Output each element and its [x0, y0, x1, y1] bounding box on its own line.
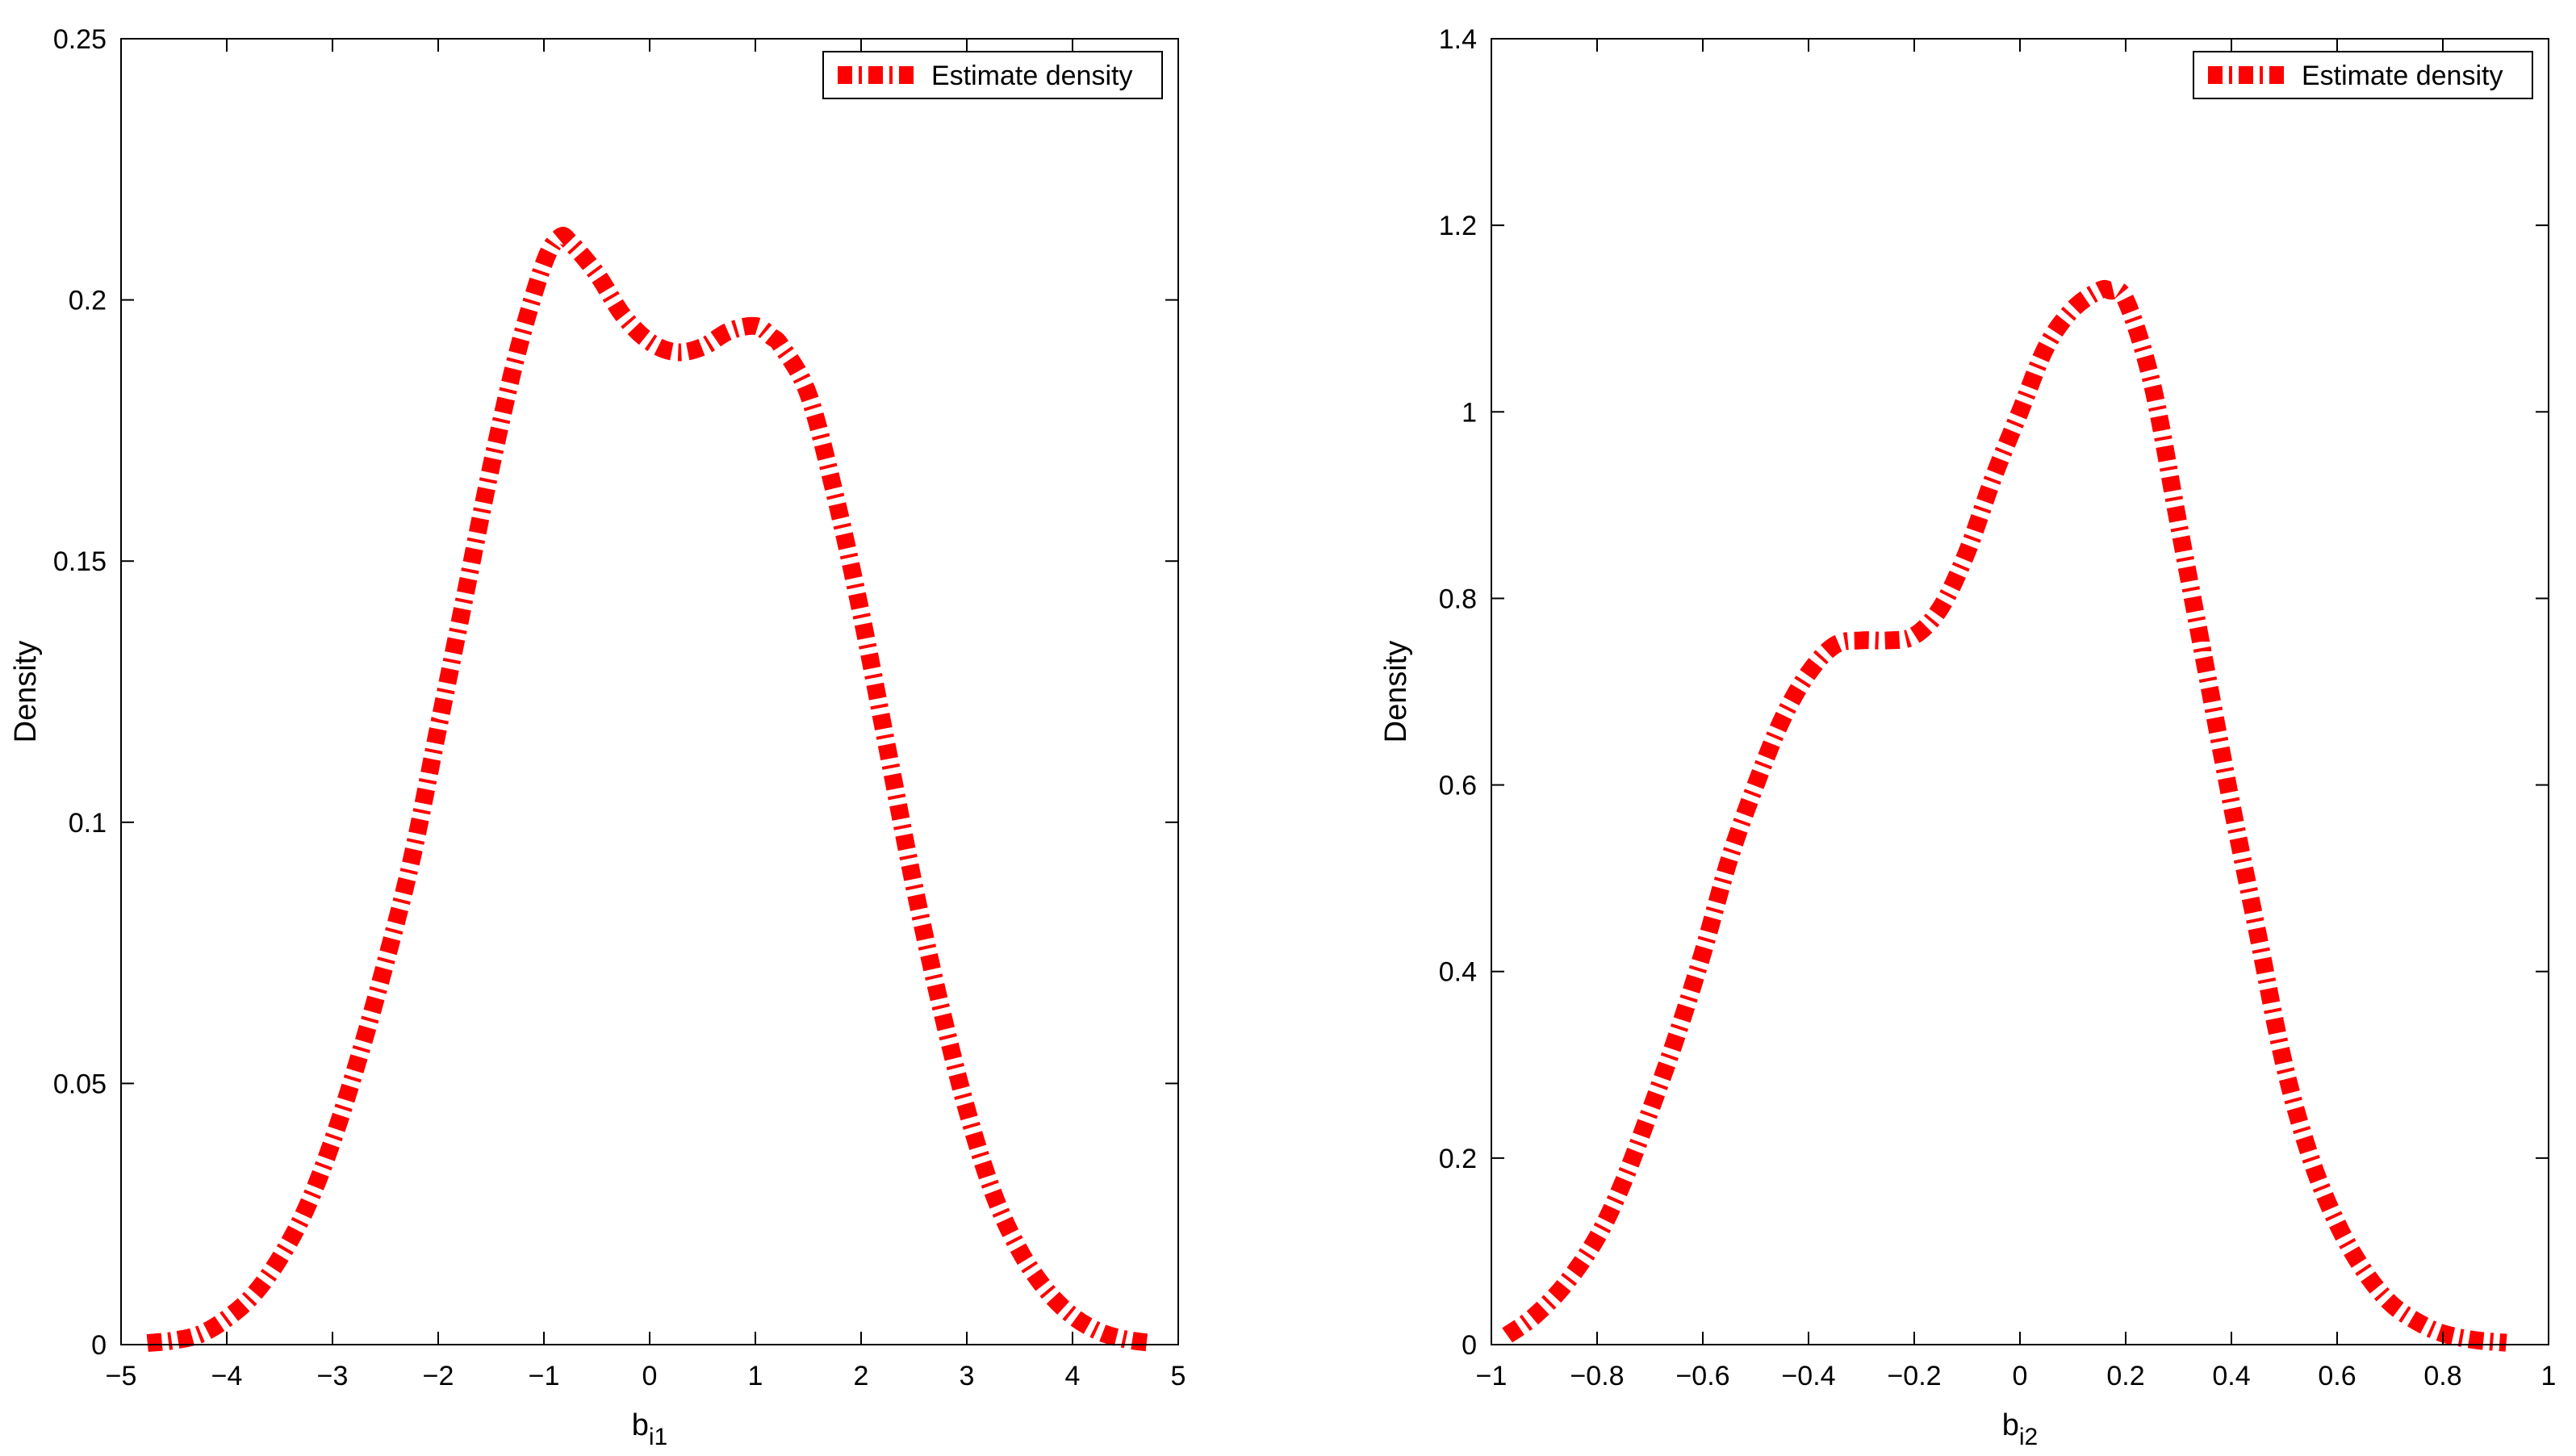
chart-panel-1: −5 −4 −3 −2 −1 0 1 2 3 4 5 0 0.05 0.1 0.15 0.2 0.25 bi1 De…: [9, 24, 1186, 1450]
x-tick-label: 0.6: [2318, 1361, 2356, 1391]
legend: Estimate density: [2193, 51, 2533, 99]
y-tick-label: 0.6: [1439, 771, 1477, 801]
x-tick-label: 4: [1065, 1361, 1081, 1391]
x-tick-label: 0.2: [2106, 1361, 2144, 1391]
y-tick-label: 0.25: [53, 24, 107, 55]
y-tick-label: 0.4: [1439, 957, 1477, 988]
y-tick-label: 0.15: [53, 546, 107, 577]
x-tick-label: 0: [642, 1361, 658, 1391]
x-tick-label: 0.4: [2212, 1361, 2250, 1391]
y-tick-label: 1.2: [1439, 211, 1477, 241]
x-tick-label: −3: [317, 1361, 349, 1391]
x-tick-label: −0.6: [1675, 1361, 1729, 1391]
x-tick-label: 0.8: [2423, 1361, 2461, 1391]
legend-label: Estimate density: [931, 61, 1132, 91]
x-tick-label: −0.4: [1781, 1361, 1835, 1391]
x-tick-label: 0: [2013, 1361, 2028, 1391]
x-tick-label: −2: [423, 1361, 454, 1391]
x-axis-label: bi2: [2002, 1408, 2039, 1450]
y-tick-label: 1: [1462, 397, 1477, 428]
x-tick-label: 1: [2541, 1361, 2557, 1391]
x-axis-label: bi1: [632, 1408, 668, 1450]
legend: Estimate density: [822, 51, 1163, 99]
x-tick-label: −5: [106, 1361, 137, 1391]
axes-box: [1491, 38, 2549, 1345]
y-tick-label: 1.4: [1439, 24, 1477, 55]
series-line-1: [146, 227, 1153, 1353]
y-tick-label: 0.2: [69, 286, 107, 316]
legend-label: Estimate density: [2302, 61, 2503, 91]
x-tick-label: 2: [854, 1361, 869, 1391]
x-tick-label: −0.8: [1570, 1361, 1624, 1391]
x-tick-label: −4: [211, 1361, 243, 1391]
series-line-1: [1502, 279, 2507, 1352]
y-tick-label: 0.05: [53, 1069, 107, 1099]
y-tick-label: 0: [1462, 1330, 1477, 1361]
x-tick-label: −1: [529, 1361, 560, 1391]
x-tick-label: 5: [1171, 1361, 1186, 1391]
axes-box: [120, 38, 1179, 1345]
y-tick-label: 0.2: [1439, 1144, 1477, 1174]
y-tick-label: 0.1: [69, 808, 107, 839]
chart-panel-2: −1 −0.8 −0.6 −0.4 −0.2 0 0.2 0.4 0.6 0.8 1 0 0.2 0.4 0…: [1379, 24, 2556, 1450]
y-axis-label: Density: [9, 641, 43, 743]
y-tick-label: 0.8: [1439, 584, 1477, 614]
x-tick-label: −1: [1476, 1361, 1508, 1391]
x-tick-label: −0.2: [1887, 1361, 1941, 1391]
y-tick-label: 0: [91, 1330, 107, 1361]
x-tick-label: 1: [748, 1361, 763, 1391]
x-tick-label: 3: [960, 1361, 975, 1391]
y-axis-label: Density: [1379, 641, 1413, 743]
